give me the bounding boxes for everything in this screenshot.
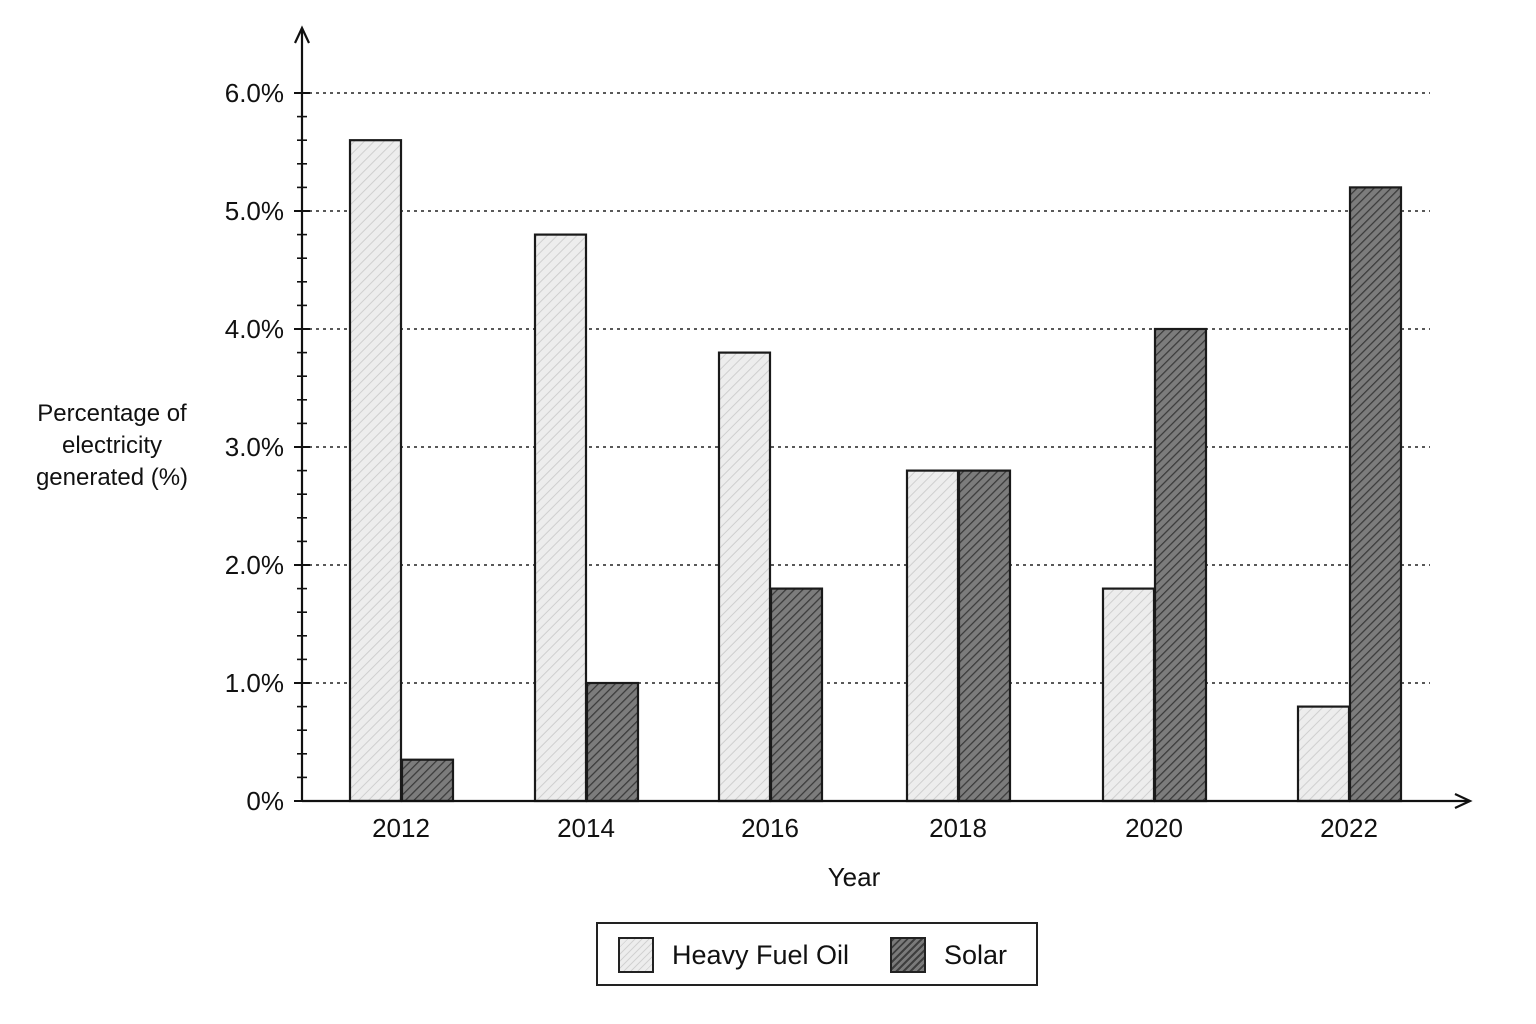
y-tick-label: 5.0%	[225, 196, 284, 226]
x-axis-title: Year	[827, 862, 881, 892]
bar-solar-2018	[957, 469, 1012, 803]
legend-label-heavy-fuel-oil: Heavy Fuel Oil	[672, 939, 850, 970]
y-axis-title-line-2: electricity	[61, 432, 163, 459]
y-axis-title-line-3: generated (%)	[35, 464, 189, 491]
x-axis-arrow	[1454, 793, 1473, 809]
bar-solar-2022	[1348, 186, 1403, 803]
axes	[294, 25, 1473, 809]
bar-solar-2012	[400, 758, 455, 803]
x-tick-labels: 2012 2014 2016 2018 2020 2022	[372, 813, 1378, 843]
bar-heavy-fuel-oil-2014	[533, 233, 588, 803]
bar-solar-2014	[585, 681, 640, 803]
gridlines	[302, 92, 1430, 684]
bar-heavy-fuel-oil-2022	[1296, 705, 1351, 803]
bar-heavy-fuel-oil-2012	[348, 139, 403, 803]
bar-solar-2016	[769, 587, 824, 803]
y-tick-label: 4.0%	[225, 314, 284, 344]
legend-swatch-heavy-fuel-oil	[618, 937, 654, 973]
x-tick-label: 2014	[557, 813, 615, 843]
y-tick-label: 6.0%	[225, 78, 284, 108]
x-tick-label: 2020	[1125, 813, 1183, 843]
x-tick-label: 2022	[1320, 813, 1378, 843]
x-tick-label: 2016	[741, 813, 799, 843]
legend: Heavy Fuel Oil Solar	[596, 922, 1038, 986]
y-axis-title: Percentage of electricity generated (%)	[14, 398, 210, 494]
bar-heavy-fuel-oil-2020	[1101, 587, 1156, 803]
legend-item-heavy-fuel-oil: Heavy Fuel Oil	[618, 937, 849, 973]
bar-heavy-fuel-oil-2016	[717, 351, 772, 803]
y-tick-labels: 0% 1.0% 2.0% 3.0% 4.0% 5.0% 6.0%	[225, 78, 284, 816]
bars	[348, 139, 1403, 803]
x-tick-label: 2012	[372, 813, 430, 843]
bar-solar-2020	[1153, 327, 1208, 803]
legend-label-solar: Solar	[944, 939, 1008, 970]
legend-swatch-solar	[890, 937, 926, 973]
y-axis-title-line-1: Percentage of	[37, 400, 187, 427]
y-tick-label: 1.0%	[225, 668, 284, 698]
y-axis-arrow	[294, 25, 310, 44]
bar-heavy-fuel-oil-2018	[905, 469, 960, 803]
y-tick-label: 2.0%	[225, 550, 284, 580]
y-tick-label: 3.0%	[225, 432, 284, 462]
legend-item-solar: Solar	[890, 937, 1007, 973]
x-tick-label: 2018	[929, 813, 987, 843]
y-tick-label: 0%	[246, 786, 284, 816]
